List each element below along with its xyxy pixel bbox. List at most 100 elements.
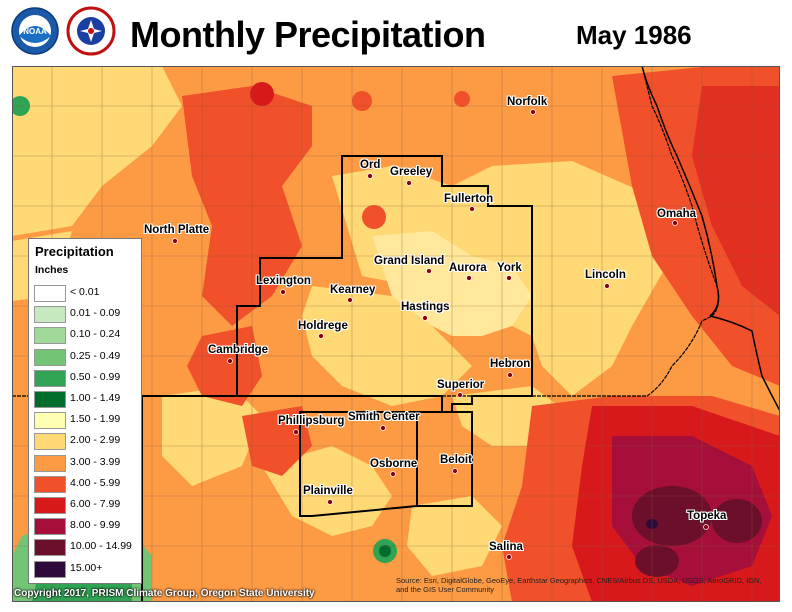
legend-title: Precipitation	[35, 244, 114, 259]
legend-row: 0.01 - 0.09	[34, 306, 138, 325]
legend-label: 0.50 - 0.99	[70, 370, 121, 383]
legend-row: 1.50 - 1.99	[34, 412, 138, 431]
city-marker-kearney	[347, 297, 353, 303]
page-title: Monthly Precipitation	[130, 14, 486, 55]
legend-label: < 0.01	[70, 286, 100, 298]
city-label-omaha: Omaha	[657, 208, 696, 220]
city-label-cambridge: Cambridge	[208, 344, 269, 356]
noaa-logo: NOAA	[11, 7, 59, 55]
legend-label: 8.00 - 9.99	[70, 519, 121, 532]
legend-row: 8.00 - 9.99	[34, 518, 138, 537]
city-label-hastings: Hastings	[401, 301, 450, 313]
legend-label: 0.01 - 0.09	[70, 307, 121, 320]
city-marker-greeley	[406, 180, 412, 186]
city-label-lexington: Lexington	[256, 275, 311, 287]
national-weather-service-logo	[66, 6, 116, 56]
map-source-attribution: Source: Esri, DigitalGlobe, GeoEye, Eart…	[396, 576, 762, 594]
city-marker-smith-center	[380, 425, 386, 431]
legend-row: 15.00+	[34, 560, 138, 580]
city-marker-beloit	[452, 468, 458, 474]
legend-swatch	[34, 539, 66, 557]
legend-label: 10.00 - 14.99	[70, 540, 132, 553]
legend-swatch	[34, 391, 66, 408]
city-marker-topeka	[703, 524, 709, 530]
city-label-ord: Ord	[360, 159, 381, 171]
legend-row: 10.00 - 14.99	[34, 539, 138, 558]
legend-swatch	[34, 560, 66, 578]
city-label-north-platte: North Platte	[144, 224, 210, 236]
copyright-notice: Copyright 2017, PRISM Climate Group, Ore…	[14, 588, 315, 599]
city-label-salina: Salina	[489, 541, 523, 553]
city-label-kearney: Kearney	[330, 284, 376, 296]
legend-label: 3.00 - 3.99	[70, 455, 121, 468]
svg-text:NOAA: NOAA	[23, 27, 47, 36]
city-label-phillipsburg: Phillipsburg	[278, 415, 345, 427]
city-marker-omaha	[672, 220, 678, 226]
city-marker-hastings	[422, 315, 428, 321]
legend-swatch	[34, 369, 66, 387]
map-date: May 1986	[576, 20, 692, 50]
legend-row: 4.00 - 5.99	[34, 475, 138, 495]
legend-swatch	[34, 433, 66, 451]
legend-label: 15.00+	[70, 561, 103, 574]
city-label-smith-center: Smith Center	[348, 411, 420, 423]
city-label-hebron: Hebron	[490, 358, 531, 370]
city-marker-lincoln	[604, 283, 610, 289]
legend-label: 2.00 - 2.99	[70, 434, 121, 447]
legend-label: 1.50 - 1.99	[70, 413, 121, 426]
city-marker-norfolk	[530, 109, 536, 115]
city-label-greeley: Greeley	[390, 166, 433, 178]
city-marker-osborne	[390, 471, 396, 477]
city-marker-holdrege	[318, 333, 324, 339]
city-marker-salina	[506, 554, 512, 560]
city-label-superior: Superior	[437, 379, 485, 391]
legend-label: 1.00 - 1.49	[70, 392, 121, 404]
city-marker-ord	[367, 173, 373, 179]
legend-label: 6.00 - 7.99	[70, 498, 121, 510]
city-marker-york	[506, 275, 512, 281]
legend-row: 2.00 - 2.99	[34, 433, 138, 452]
legend-swatch	[34, 454, 66, 472]
city-marker-aurora	[466, 275, 472, 281]
city-label-lincoln: Lincoln	[585, 269, 626, 281]
city-label-holdrege: Holdrege	[298, 320, 348, 332]
city-marker-cambridge	[227, 358, 233, 364]
city-marker-fullerton	[469, 206, 475, 212]
legend-swatch	[34, 348, 66, 366]
city-label-york: York	[497, 262, 522, 274]
city-marker-hebron	[507, 372, 513, 378]
city-label-topeka: Topeka	[687, 510, 727, 522]
legend-row: 3.00 - 3.99	[34, 454, 138, 474]
legend-label: 0.25 - 0.49	[70, 349, 121, 362]
city-marker-superior	[457, 392, 463, 398]
legend-row: 0.25 - 0.49	[34, 348, 138, 368]
legend-row: < 0.01	[34, 285, 138, 304]
header: NOAA Monthly Precipitation May 1986	[0, 0, 792, 66]
city-marker-plainville	[327, 499, 333, 505]
city-markers	[172, 109, 709, 560]
city-label-fullerton: Fullerton	[444, 193, 494, 205]
legend-row: 0.50 - 0.99	[34, 369, 138, 389]
legend-swatch	[34, 497, 66, 514]
city-marker-phillipsburg	[293, 429, 299, 435]
legend-units: Inches	[35, 264, 69, 276]
city-label-osborne: Osborne	[370, 458, 418, 470]
legend-swatch	[34, 285, 66, 302]
legend-label: 0.10 - 0.24	[70, 328, 121, 341]
city-marker-grand-island	[426, 268, 432, 274]
city-marker-north-platte	[172, 238, 178, 244]
legend-row: 6.00 - 7.99	[34, 497, 138, 516]
legend-swatch	[34, 327, 66, 345]
legend-row: 1.00 - 1.49	[34, 391, 138, 410]
legend-swatch	[34, 518, 66, 536]
legend-row: 0.10 - 0.24	[34, 327, 138, 346]
legend-label: 4.00 - 5.99	[70, 476, 121, 489]
city-label-plainville: Plainville	[303, 485, 353, 497]
city-label-aurora: Aurora	[449, 262, 487, 274]
city-label-grand-island: Grand Island	[374, 255, 445, 267]
legend-swatch	[34, 475, 66, 493]
legend-swatch	[34, 412, 66, 430]
legend-swatch	[34, 306, 66, 324]
city-label-norfolk: Norfolk	[507, 96, 548, 108]
city-label-beloit: Beloit	[440, 454, 472, 466]
